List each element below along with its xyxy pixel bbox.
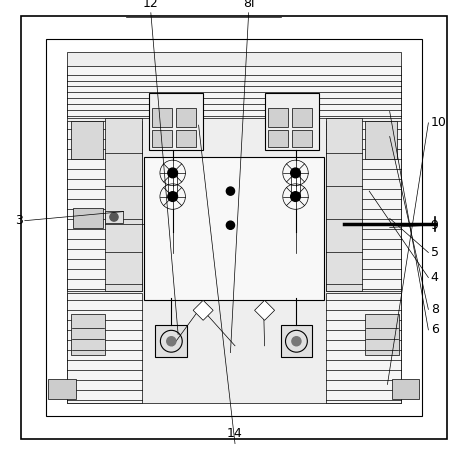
Bar <box>152 108 172 127</box>
Bar <box>326 118 362 291</box>
Bar <box>149 93 203 150</box>
Bar <box>365 121 397 159</box>
Polygon shape <box>193 300 213 320</box>
Bar <box>71 314 105 355</box>
Bar <box>67 52 401 403</box>
Bar <box>156 325 187 357</box>
Bar <box>168 174 177 194</box>
Circle shape <box>168 168 178 178</box>
Bar <box>71 121 103 159</box>
Bar <box>67 66 401 118</box>
Bar <box>292 130 312 147</box>
Bar <box>281 325 313 357</box>
Text: 9: 9 <box>431 219 439 232</box>
Circle shape <box>227 187 235 195</box>
Bar <box>176 130 196 147</box>
Bar <box>67 293 142 403</box>
Text: 10: 10 <box>431 116 446 129</box>
Circle shape <box>290 192 300 202</box>
Bar <box>265 93 319 150</box>
Bar <box>67 121 142 291</box>
Bar <box>365 314 399 355</box>
Circle shape <box>290 168 300 178</box>
Text: 4: 4 <box>431 271 439 284</box>
Bar <box>268 130 288 147</box>
Bar <box>46 39 422 416</box>
Bar <box>268 108 288 127</box>
Text: 6: 6 <box>431 324 439 336</box>
Bar <box>291 174 300 194</box>
Bar <box>73 208 103 228</box>
Text: 8i: 8i <box>243 0 254 10</box>
Bar <box>292 108 312 127</box>
Text: 12: 12 <box>143 0 159 10</box>
Bar <box>392 379 419 399</box>
Circle shape <box>168 192 178 202</box>
Bar <box>144 157 324 300</box>
Bar <box>326 121 401 291</box>
Bar <box>176 108 196 127</box>
Text: 5: 5 <box>431 246 439 259</box>
Bar <box>152 130 172 147</box>
Bar <box>48 379 76 399</box>
Circle shape <box>167 337 176 346</box>
Circle shape <box>227 221 235 229</box>
Circle shape <box>110 213 118 221</box>
Polygon shape <box>255 300 274 320</box>
Text: 14: 14 <box>227 427 243 440</box>
Text: 8: 8 <box>431 303 439 316</box>
Bar <box>105 118 142 291</box>
Circle shape <box>292 337 301 346</box>
Text: 3: 3 <box>15 214 23 227</box>
Bar <box>105 211 123 223</box>
Bar <box>326 293 401 403</box>
